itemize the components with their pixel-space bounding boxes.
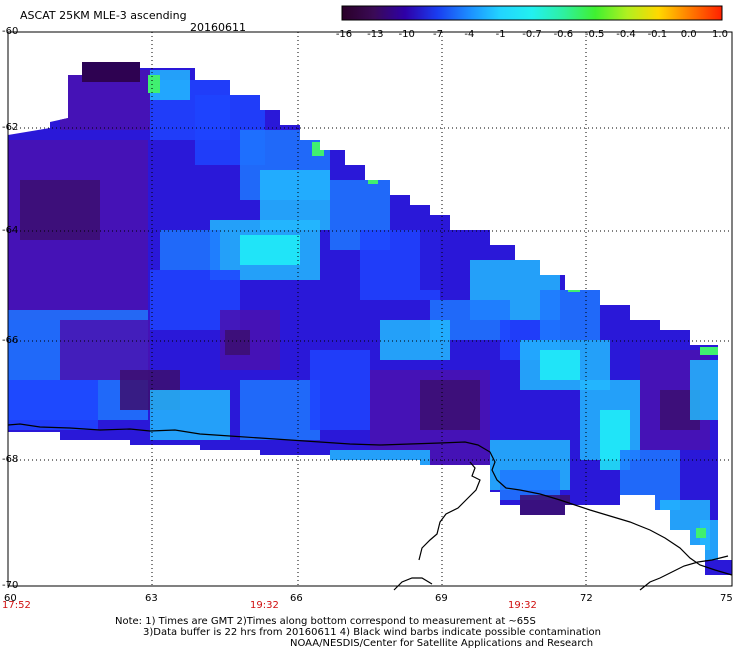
coastline — [7, 423, 733, 591]
colorbar-tick-label: -7 — [433, 29, 443, 40]
swath-spot — [696, 528, 706, 538]
swath-spot — [568, 282, 580, 292]
lat-tick: -62 — [2, 122, 19, 133]
colorbar-tick-label: -0.7 — [522, 29, 542, 40]
colorbar-tick-label: -16 — [335, 29, 353, 40]
colorbar-gradient — [341, 5, 723, 21]
time-label: 17:52 — [2, 600, 31, 611]
colorbar-tick-label: -1 — [495, 29, 506, 40]
colorbar-tick-label: -0.4 — [616, 29, 636, 40]
swath-patch — [310, 350, 370, 430]
coastline-east — [639, 555, 729, 591]
colorbar-tick-label: 0.0 — [680, 29, 697, 40]
swath-spot — [368, 176, 378, 184]
lat-tick: -70 — [2, 580, 19, 591]
product-date: 20160611 — [190, 21, 246, 34]
swath-patch — [540, 350, 580, 380]
swath-patch — [82, 62, 140, 82]
swath-spot — [312, 142, 324, 156]
antarctic-coastline — [7, 423, 733, 576]
swath-patch — [380, 320, 450, 360]
swath-patch — [8, 380, 98, 430]
map-frame — [7, 31, 733, 587]
colorbar-tick-label: -0.5 — [584, 29, 605, 40]
lon-tick: 72 — [580, 593, 593, 604]
colorbar-tick-label: -0.1 — [647, 29, 668, 40]
colorbar-tick-label: -0.6 — [553, 29, 574, 40]
lon-tick: 60 — [4, 593, 17, 604]
swath-patch — [540, 290, 600, 340]
lon-tick: 66 — [290, 593, 303, 604]
swath-spot — [700, 347, 718, 355]
colorbar-tick-label: -13 — [367, 29, 384, 40]
coastline-island — [393, 577, 433, 591]
note-line-2: 3)Data buffer is 22 hrs from 20160611 4)… — [143, 627, 601, 638]
swath-patch — [240, 380, 320, 440]
wind-swath — [8, 62, 732, 575]
swath-patch — [240, 235, 300, 265]
colorbar-tick-label: -4 — [464, 29, 475, 40]
lat-tick: -66 — [2, 335, 19, 346]
time-label: 19:32 — [508, 600, 537, 611]
coastline-inlet — [418, 461, 481, 561]
lon-tick: 75 — [720, 593, 733, 604]
swath-patch — [700, 520, 730, 560]
note-line-3: NOAA/NESDIS/Center for Satellite Applica… — [290, 638, 594, 649]
note-line-1: Note: 1) Times are GMT 2)Times along bot… — [115, 616, 536, 627]
swath-patch — [330, 450, 430, 465]
lat-tick: -64 — [2, 225, 19, 236]
swath-patch — [430, 450, 490, 465]
lat-tick: -60 — [2, 26, 19, 37]
swath-spot — [148, 75, 160, 93]
lat-lon-grid — [8, 32, 732, 586]
swath-patch — [520, 495, 570, 515]
swath-patch — [690, 360, 718, 420]
swath-patch — [20, 180, 100, 240]
swath-patch — [160, 230, 220, 270]
swath-patch — [225, 330, 250, 355]
colorbar-tick-label: 1.0 — [712, 29, 728, 40]
lon-tick: 69 — [435, 593, 448, 604]
time-label: 19:32 — [250, 600, 279, 611]
swath-patch — [150, 390, 230, 440]
lon-tick: 63 — [145, 593, 158, 604]
product-title: ASCAT 25KM MLE-3 ascending — [20, 9, 187, 22]
lat-tick: -68 — [2, 454, 19, 465]
swath-patch — [420, 380, 480, 430]
colorbar — [341, 5, 723, 21]
colorbar-tick-label: -10 — [398, 29, 415, 40]
